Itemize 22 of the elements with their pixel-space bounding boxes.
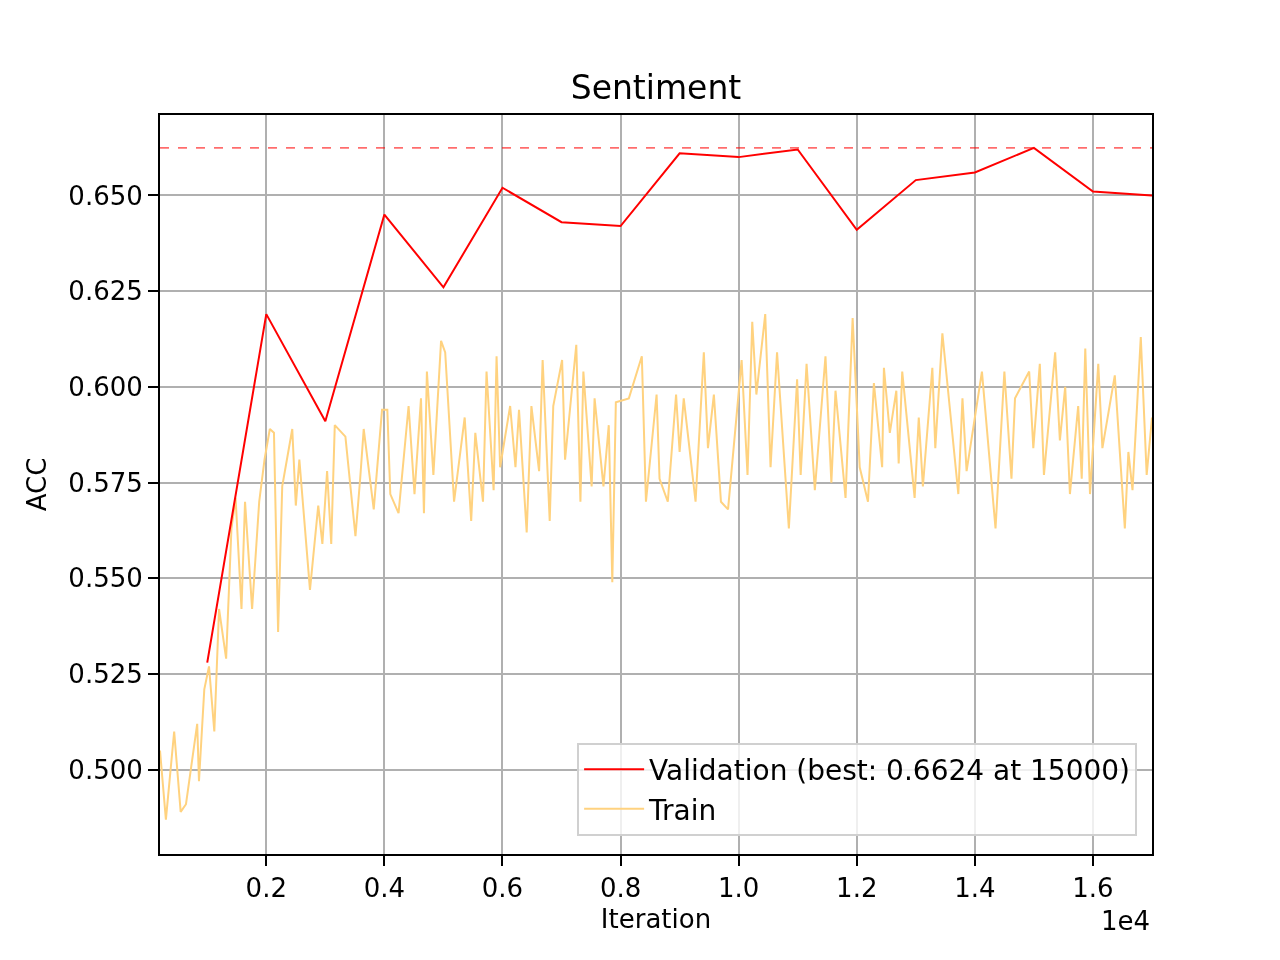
x-tick-label: 1.0: [717, 873, 760, 904]
line-series: [160, 313, 1152, 821]
y-tick-label: 0.575: [68, 467, 143, 498]
y-tick-label: 0.650: [68, 180, 143, 211]
x-tick-label: 1.4: [954, 873, 996, 904]
y-axis-title: ACC: [22, 457, 53, 512]
y-tick-label: 0.625: [68, 276, 143, 307]
y-tick-label: 0.550: [68, 563, 143, 594]
x-tick-label: 1.2: [836, 873, 878, 904]
y-tick-label: 0.600: [68, 371, 143, 402]
y-tick-label: 0.500: [68, 754, 143, 785]
x-tick-label: 0.2: [245, 873, 287, 904]
x-tick-label: 0.6: [481, 873, 524, 904]
x-tick-label: 0.4: [363, 873, 406, 904]
x-axis-title: Iteration: [600, 904, 712, 935]
legend-label: Train: [648, 793, 717, 827]
x-tick-label: 1.6: [1072, 873, 1114, 904]
text: 1e4: [1101, 906, 1151, 936]
y-tick-label: 0.525: [68, 659, 143, 690]
x-tick-label: 0.8: [599, 873, 642, 904]
chart-title: Sentiment: [570, 67, 742, 107]
legend-label: Validation (best: 0.6624 at 15000): [649, 754, 1131, 788]
